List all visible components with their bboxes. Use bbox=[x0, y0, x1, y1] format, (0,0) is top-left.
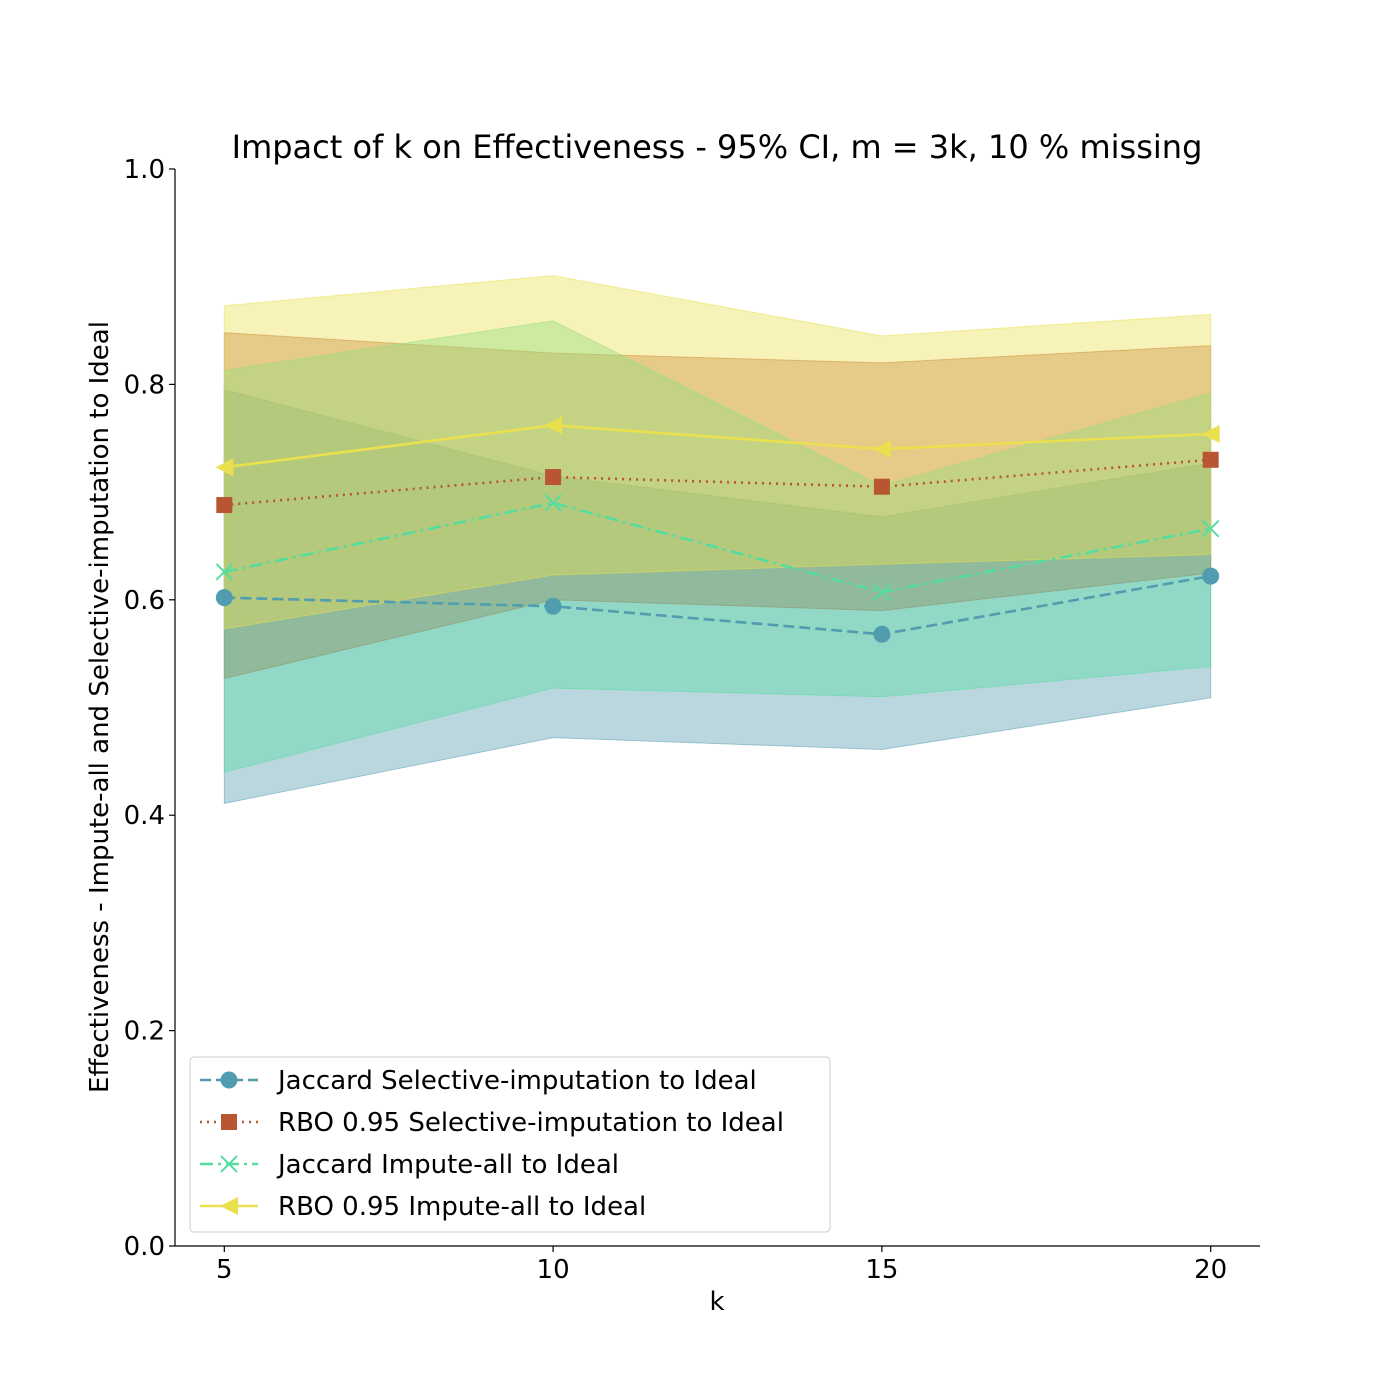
data-point-series-2 bbox=[1202, 451, 1219, 468]
legend-label: RBO 0.95 Impute-all to Ideal bbox=[278, 1192, 646, 1222]
data-point-series-4 bbox=[544, 416, 563, 435]
legend-label: Jaccard Impute-all to Ideal bbox=[276, 1150, 619, 1180]
y-tick-label: 0.0 bbox=[124, 1232, 165, 1262]
chart-title: Impact of k on Effectiveness - 95% CI, m… bbox=[232, 128, 1203, 166]
ci-band-series-4 bbox=[223, 275, 1212, 630]
data-point-series-3 bbox=[544, 494, 562, 512]
legend-marker bbox=[220, 1197, 238, 1215]
data-point-series-1 bbox=[215, 589, 233, 607]
legend-marker bbox=[220, 1071, 238, 1089]
y-tick-label: 1.0 bbox=[124, 155, 165, 185]
x-tick-label: 5 bbox=[216, 1255, 233, 1285]
legend: Jaccard Selective-imputation to Ideal RBO… bbox=[189, 1056, 831, 1233]
confidence-bands bbox=[223, 275, 1212, 804]
series-line-4 bbox=[224, 424, 1211, 469]
ci-band-series-1 bbox=[223, 389, 1212, 804]
x-tick-label: 20 bbox=[1194, 1255, 1227, 1285]
series-line-3 bbox=[224, 501, 1211, 594]
legend-marker bbox=[221, 1114, 237, 1130]
series-line-1 bbox=[224, 574, 1211, 636]
legend-label: RBO 0.95 Selective-imputation to Ideal bbox=[278, 1108, 784, 1138]
legend-marker bbox=[220, 1155, 238, 1173]
data-point-series-1 bbox=[873, 625, 891, 643]
series-markers bbox=[215, 416, 1220, 643]
data-point-series-3 bbox=[1201, 520, 1220, 538]
y-tick-label: 0.4 bbox=[124, 801, 165, 831]
data-point-series-4 bbox=[1201, 424, 1220, 443]
x-tick-label: 10 bbox=[537, 1255, 570, 1285]
series-lines bbox=[224, 424, 1211, 636]
axes: 0.0 0.2 0.4 0.6 0.8 1.0 5 10 15 20 bbox=[124, 155, 1260, 1285]
x-axis-label: k bbox=[709, 1287, 724, 1317]
data-point-series-3 bbox=[873, 583, 891, 601]
legend-label: Jaccard Selective-imputation to Ideal bbox=[276, 1066, 757, 1096]
legend-box bbox=[189, 1056, 831, 1233]
data-point-series-4 bbox=[215, 458, 234, 477]
data-point-series-1 bbox=[544, 597, 562, 615]
data-point-series-2 bbox=[545, 469, 562, 486]
x-tick-label: 15 bbox=[865, 1255, 898, 1285]
data-point-series-1 bbox=[1202, 567, 1220, 585]
y-tick-label: 0.2 bbox=[124, 1017, 165, 1047]
y-tick-label: 0.8 bbox=[124, 370, 165, 400]
data-point-series-2 bbox=[873, 478, 890, 495]
data-point-series-4 bbox=[872, 440, 891, 459]
data-point-series-3 bbox=[215, 563, 234, 581]
data-point-series-2 bbox=[216, 497, 233, 514]
y-tick-label: 0.6 bbox=[124, 586, 165, 616]
y-axis-label: Effectiveness - Impute-all and Selective… bbox=[85, 321, 115, 1093]
